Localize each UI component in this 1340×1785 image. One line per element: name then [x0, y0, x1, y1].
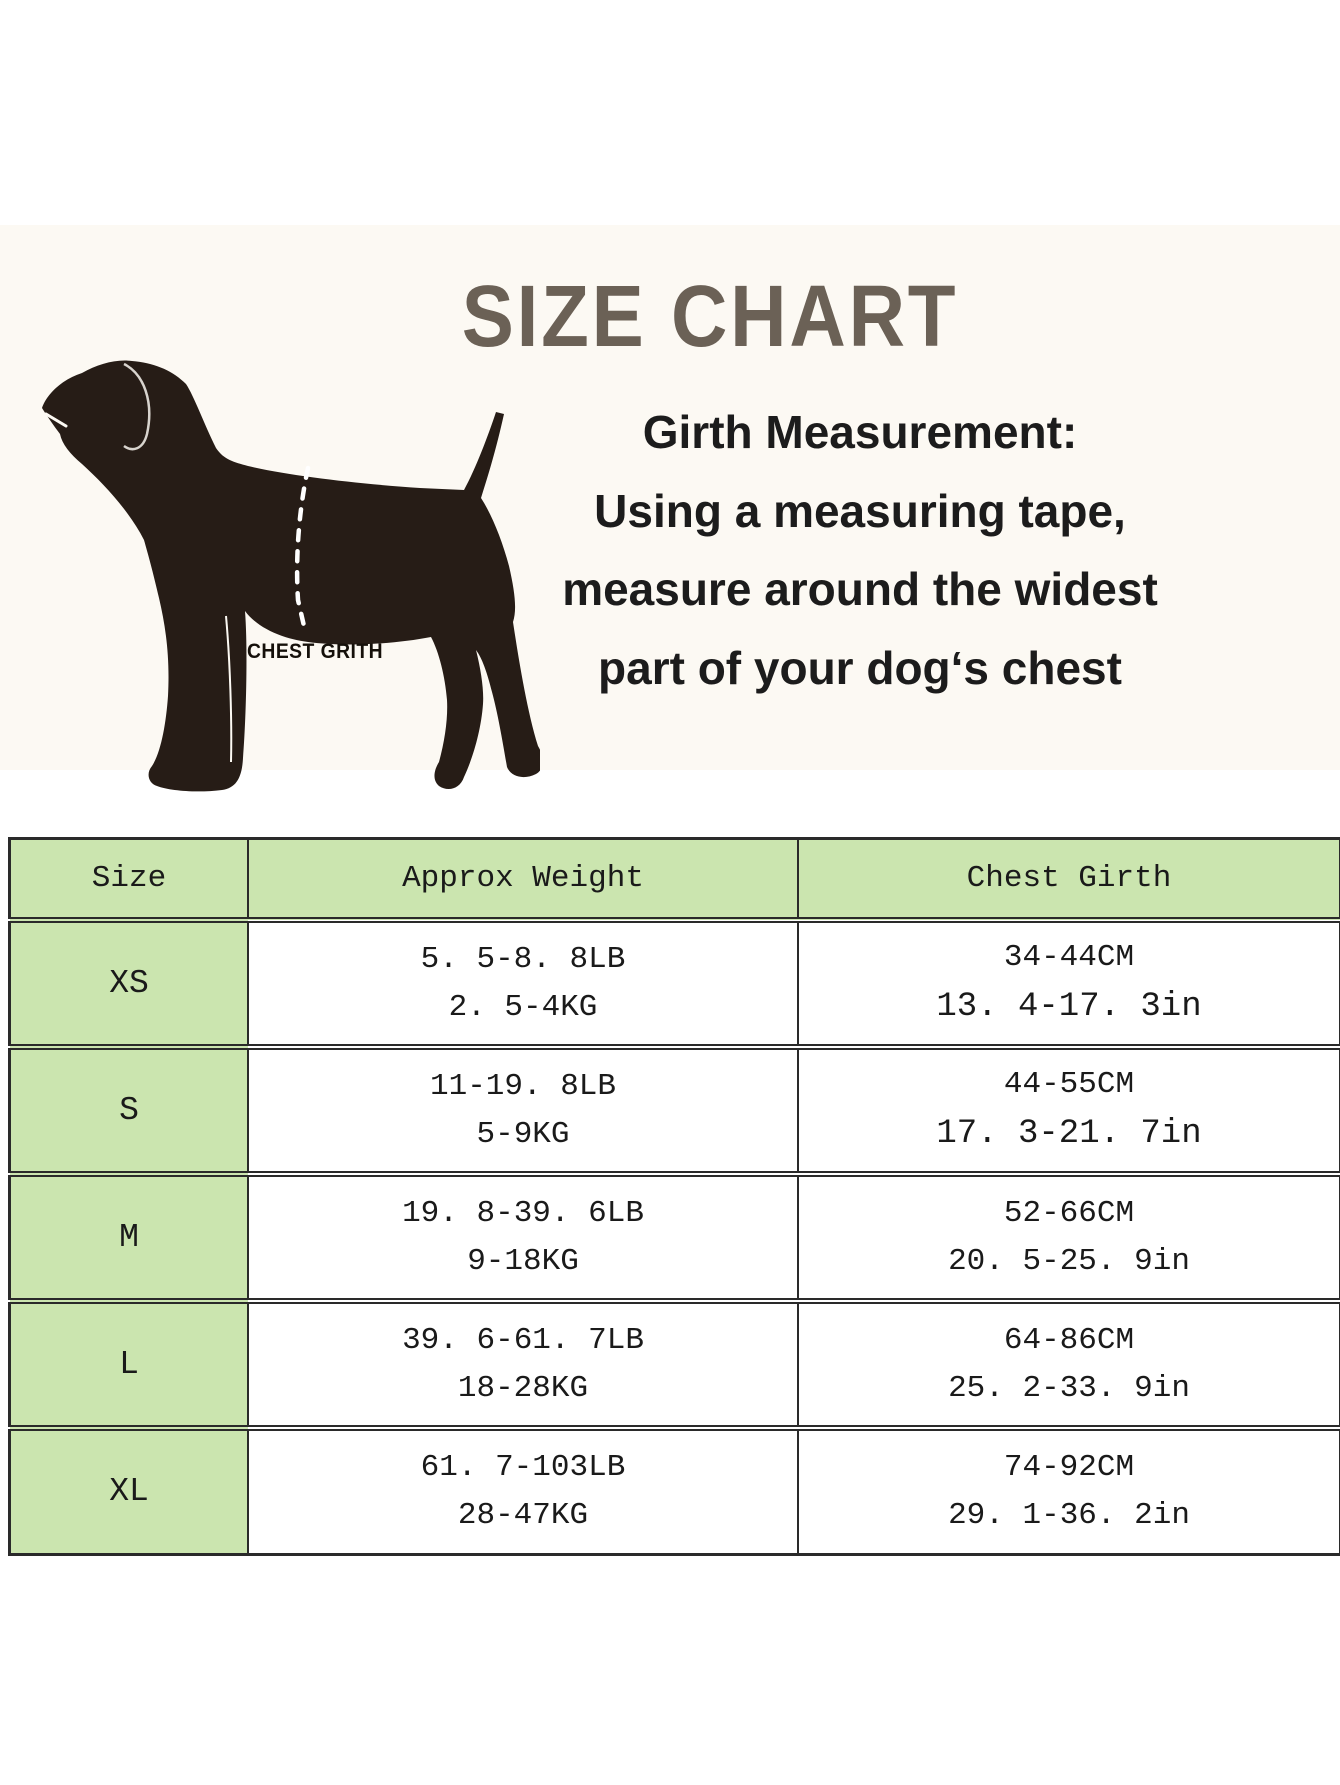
weight-lb: 19. 8-39. 6LB	[402, 1195, 644, 1231]
weight-kg: 18-28KG	[457, 1370, 589, 1406]
table-header: Size Approx Weight Chest Girth	[8, 837, 1340, 921]
weight-kg: 9-18KG	[467, 1243, 579, 1279]
instruction-line: Girth Measurement:	[642, 406, 1078, 458]
table-row: XL 61. 7-103LB 28-47KG 74-92CM 29. 1-36.…	[8, 1424, 1340, 1556]
chest-girth-label: CHEST GRITH	[246, 640, 384, 663]
header-size: Size	[8, 837, 249, 921]
girth-instructions: Girth Measurement: Using a measuring tap…	[540, 393, 1180, 707]
front-leg-separator	[225, 615, 233, 763]
size-cell: L	[8, 1297, 249, 1429]
girth-cell: 74-92CM 29. 1-36. 2in	[797, 1424, 1340, 1556]
weight-kg: 28-47KG	[457, 1498, 589, 1534]
instruction-line: part of your dog‘s chest	[598, 641, 1122, 694]
dog-illustration	[20, 300, 543, 800]
weight-lb: 5. 5-8. 8LB	[420, 941, 626, 977]
weight-kg: 5-9KG	[476, 1116, 570, 1152]
table-row: M 19. 8-39. 6LB 9-18KG 52-66CM 20. 5-25.…	[8, 1170, 1340, 1302]
size-cell: S	[8, 1043, 249, 1175]
weight-lb: 11-19. 8LB	[429, 1068, 617, 1104]
page-title: SIZE CHART	[461, 266, 959, 365]
girth-cm: 74-92CM	[1003, 1450, 1135, 1486]
girth-cell: 52-66CM 20. 5-25. 9in	[797, 1170, 1340, 1302]
weight-cell: 11-19. 8LB 5-9KG	[247, 1043, 799, 1175]
girth-cell: 64-86CM 25. 2-33. 9in	[797, 1297, 1340, 1429]
mouth-line	[44, 412, 68, 428]
size-cell: XS	[8, 916, 249, 1048]
weight-cell: 5. 5-8. 8LB 2. 5-4KG	[247, 916, 799, 1048]
weight-lb: 61. 7-103LB	[420, 1450, 626, 1486]
table-row: L 39. 6-61. 7LB 18-28KG 64-86CM 25. 2-33…	[8, 1297, 1340, 1429]
size-chart-table: Size Approx Weight Chest Girth XS 5. 5-8…	[8, 837, 1340, 1556]
girth-cm: 34-44CM	[1003, 940, 1135, 975]
girth-in: 13. 4-17. 3in	[936, 988, 1202, 1026]
weight-kg: 2. 5-4KG	[448, 989, 598, 1025]
girth-cm: 44-55CM	[1003, 1067, 1135, 1102]
instruction-line: measure around the widest	[562, 563, 1158, 615]
girth-cell: 34-44CM 13. 4-17. 3in	[797, 916, 1340, 1048]
weight-cell: 39. 6-61. 7LB 18-28KG	[247, 1297, 799, 1429]
ear-outline	[123, 362, 151, 451]
girth-cell: 44-55CM 17. 3-21. 7in	[797, 1043, 1340, 1175]
dog-silhouette-svg	[42, 360, 543, 792]
girth-cm: 52-66CM	[1003, 1195, 1135, 1231]
girth-in: 20. 5-25. 9in	[948, 1243, 1190, 1279]
girth-cm: 64-86CM	[1003, 1322, 1135, 1358]
girth-in: 29. 1-36. 2in	[948, 1498, 1190, 1534]
header-approx-weight: Approx Weight	[247, 837, 799, 921]
chest-girth-dashed-line	[294, 465, 311, 629]
weight-cell: 61. 7-103LB 28-47KG	[247, 1424, 799, 1556]
girth-in: 25. 2-33. 9in	[948, 1370, 1190, 1406]
weight-cell: 19. 8-39. 6LB 9-18KG	[247, 1170, 799, 1302]
size-cell: M	[8, 1170, 249, 1302]
instruction-line: Using a measuring tape,	[594, 484, 1126, 537]
size-cell: XL	[8, 1424, 249, 1556]
table-row: XS 5. 5-8. 8LB 2. 5-4KG 34-44CM 13. 4-17…	[8, 916, 1340, 1048]
header-chest-girth: Chest Girth	[797, 837, 1340, 921]
dog-silhouette	[42, 360, 543, 792]
header-row: Size Approx Weight Chest Girth	[8, 837, 1340, 921]
weight-lb: 39. 6-61. 7LB	[402, 1322, 644, 1358]
girth-in: 17. 3-21. 7in	[936, 1115, 1202, 1153]
table-row: S 11-19. 8LB 5-9KG 44-55CM 17. 3-21. 7in	[8, 1043, 1340, 1175]
